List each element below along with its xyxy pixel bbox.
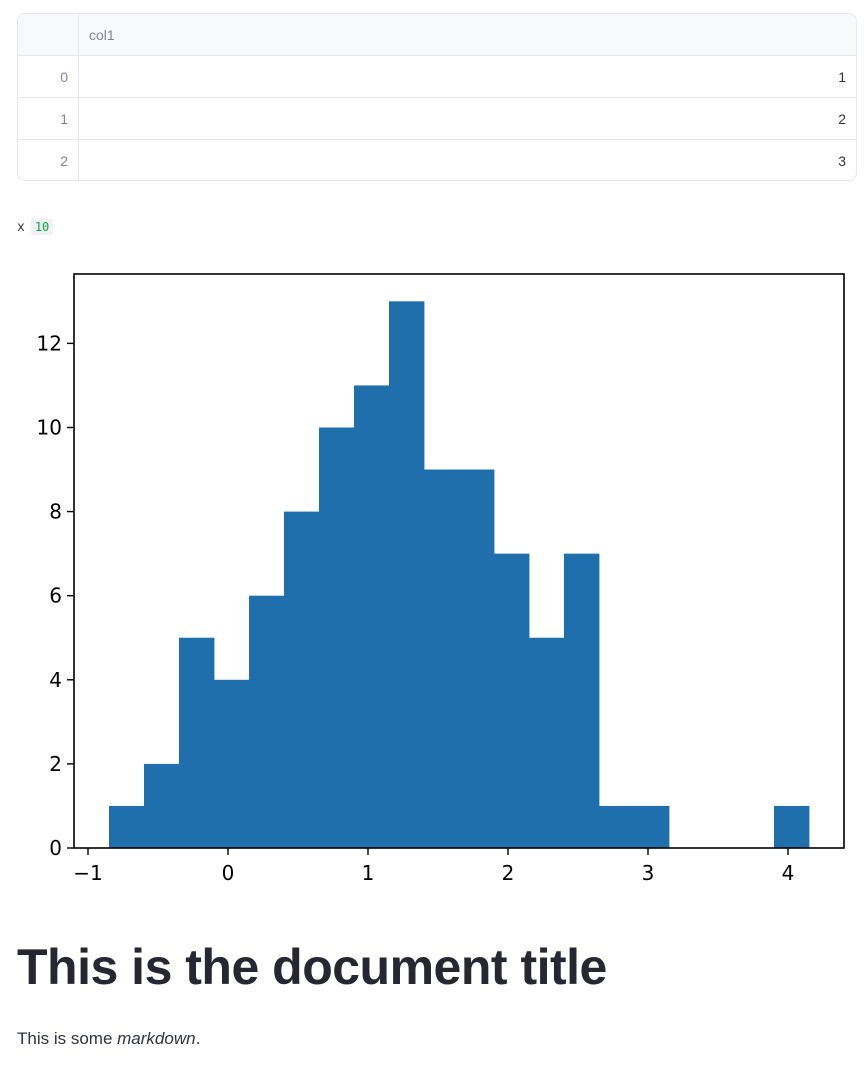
table-cell[interactable]: 2: [838, 111, 846, 127]
y-axis-ticks: 0 2 4 6 8 10 12: [37, 331, 74, 860]
variable-display: x 10: [17, 217, 54, 237]
markdown-paragraph: This is some markdown.: [17, 1029, 200, 1049]
histogram-bar-0: [109, 805, 145, 848]
table-row: 1 2: [18, 98, 856, 140]
histogram-bar-8: [389, 301, 425, 848]
x-tick-label: 3: [642, 861, 655, 885]
histogram-bar-12: [529, 637, 565, 848]
histogram-bar-5: [284, 511, 320, 848]
histogram-bar-11: [494, 553, 530, 848]
table-header-row: col1: [18, 14, 856, 56]
histogram-bar-4: [249, 595, 285, 848]
histogram-bar-15: [634, 805, 670, 848]
y-tick-label: 4: [49, 668, 62, 692]
histogram-bar-14: [599, 805, 635, 848]
paragraph-emphasis: markdown: [117, 1029, 196, 1048]
histogram-bar-3: [214, 679, 250, 848]
x-tick-label: −1: [73, 861, 102, 885]
variable-name: x: [17, 219, 25, 235]
y-tick-label: 6: [49, 584, 62, 608]
histogram-bar-9: [424, 469, 460, 848]
y-tick-label: 2: [49, 752, 62, 776]
histogram-bar-13: [564, 553, 600, 848]
histogram-bar-1: [144, 763, 180, 848]
histogram-bar-2: [179, 637, 215, 848]
table-cell[interactable]: 3: [838, 153, 846, 169]
x-axis-ticks: −1 0 1 2 3 4: [73, 848, 794, 885]
plot-frame: [73, 273, 845, 849]
table-cell[interactable]: 1: [838, 69, 846, 85]
variable-value: 10: [30, 219, 54, 235]
histogram-bar-7: [354, 385, 390, 848]
table-row: 2 3: [18, 140, 856, 180]
histogram-bar-10: [459, 469, 495, 848]
document-title: This is the document title: [17, 939, 607, 995]
y-tick-label: 0: [49, 836, 62, 860]
column-header-col1[interactable]: col1: [89, 27, 115, 43]
x-tick-label: 2: [502, 861, 515, 885]
y-tick-label: 10: [37, 415, 62, 439]
x-tick-label: 0: [222, 861, 235, 885]
histogram-bar-19: [774, 805, 810, 848]
row-index: 0: [18, 56, 79, 97]
paragraph-text: This is some: [17, 1029, 118, 1048]
row-index: 1: [18, 98, 79, 139]
dataframe-table[interactable]: col1 0 1 1 2 2 3: [17, 13, 857, 181]
index-header-cell: [18, 14, 79, 55]
paragraph-end: .: [195, 1029, 201, 1048]
histogram-bar-6: [319, 427, 355, 848]
row-index: 2: [18, 140, 79, 180]
y-tick-label: 8: [49, 500, 62, 524]
y-tick-label: 12: [37, 331, 62, 355]
x-tick-label: 4: [782, 861, 795, 885]
table-row: 0 1: [18, 56, 856, 98]
x-tick-label: 1: [362, 861, 375, 885]
histogram-bars: [109, 301, 810, 848]
